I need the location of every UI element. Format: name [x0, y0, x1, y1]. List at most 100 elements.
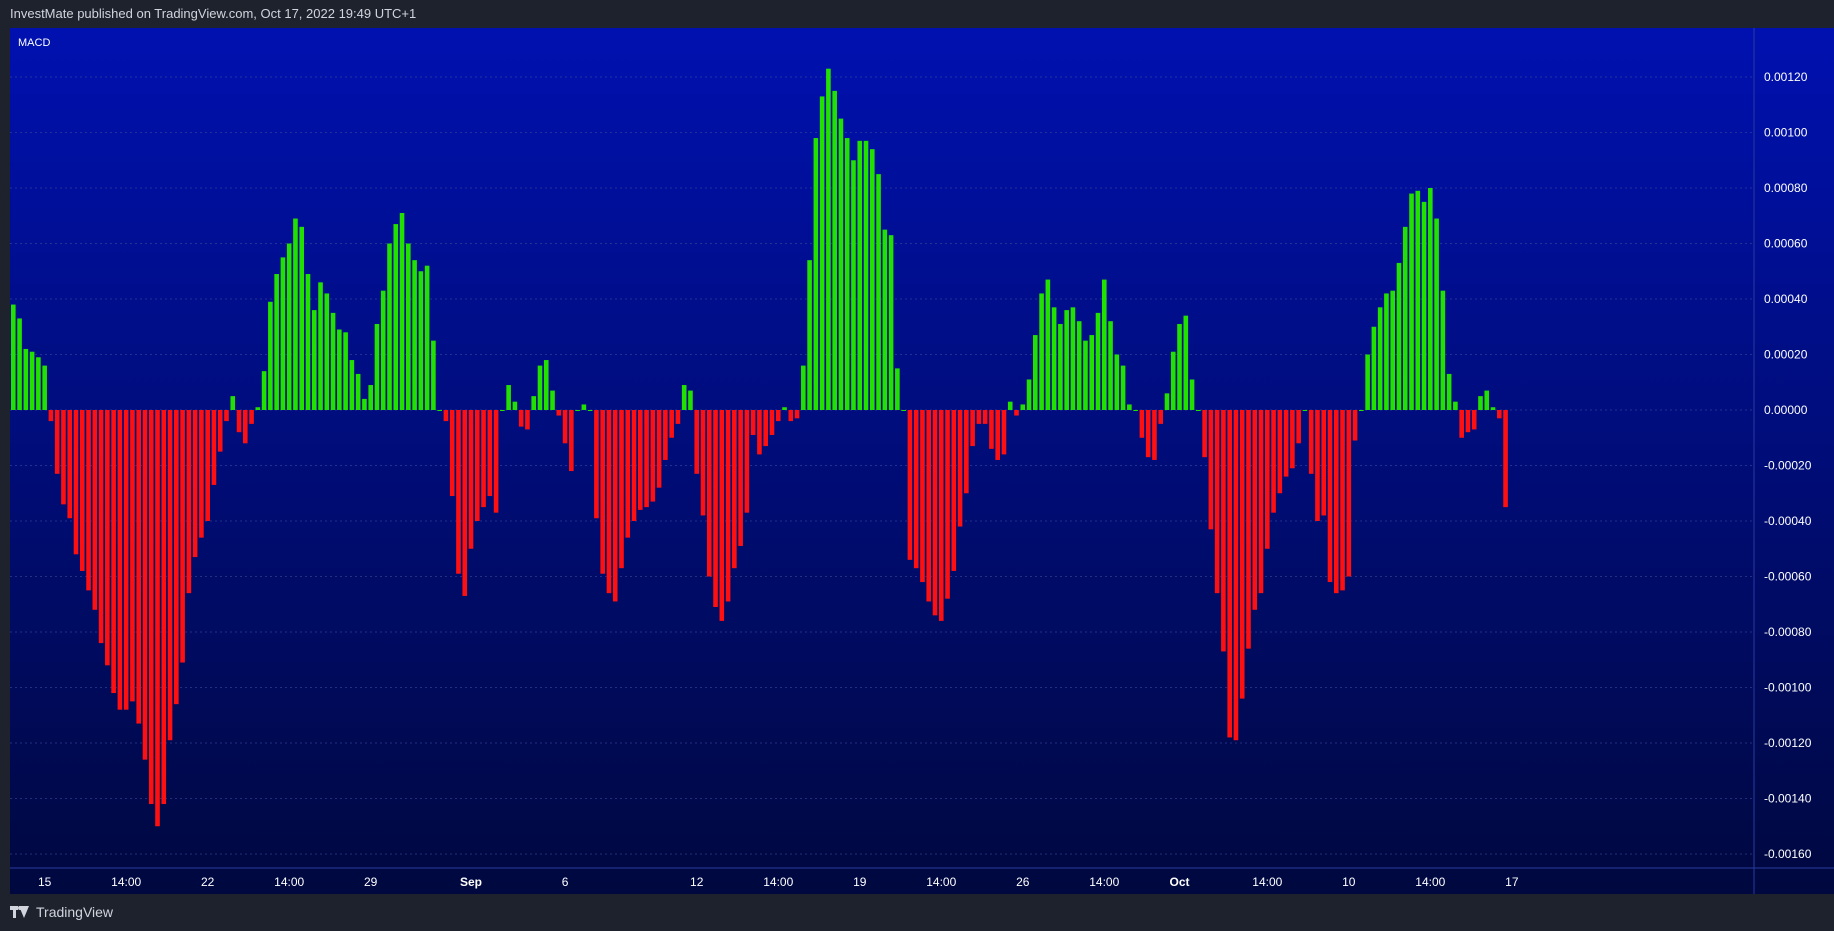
histogram-bar[interactable] [750, 410, 756, 435]
histogram-bar[interactable] [349, 360, 355, 410]
histogram-bar[interactable] [67, 410, 73, 519]
histogram-bar[interactable] [474, 410, 480, 521]
histogram-bar[interactable] [1189, 379, 1195, 410]
histogram-bar[interactable] [525, 410, 530, 430]
histogram-bar[interactable] [1214, 410, 1220, 594]
histogram-bar[interactable] [907, 410, 913, 560]
histogram-bar[interactable] [1296, 410, 1301, 444]
histogram-bar[interactable] [600, 410, 605, 574]
histogram-bar[interactable] [1152, 410, 1157, 460]
histogram-bar[interactable] [393, 224, 399, 410]
histogram-bar[interactable] [1252, 410, 1258, 610]
histogram-bar[interactable] [813, 138, 819, 411]
histogram-bar[interactable] [462, 410, 468, 596]
histogram-bar[interactable] [744, 410, 750, 513]
histogram-bar[interactable] [249, 410, 254, 424]
histogram-bar[interactable] [569, 410, 574, 472]
histogram-bar[interactable] [1246, 410, 1251, 649]
histogram-bar[interactable] [1014, 410, 1019, 416]
histogram-bar[interactable] [211, 410, 217, 485]
histogram-bar[interactable] [612, 410, 618, 602]
histogram-bar[interactable] [1045, 279, 1051, 410]
histogram-bar[interactable] [61, 410, 66, 505]
histogram-bar[interactable] [1164, 393, 1170, 410]
histogram-bar[interactable] [738, 410, 743, 546]
histogram-bar[interactable] [775, 410, 781, 422]
histogram-bar[interactable] [857, 140, 863, 410]
histogram-bar[interactable] [117, 410, 123, 710]
histogram-bar[interactable] [1177, 323, 1182, 410]
histogram-bar[interactable] [1239, 410, 1245, 699]
histogram-bar[interactable] [23, 348, 29, 410]
histogram-bar[interactable] [280, 257, 286, 410]
histogram-bar[interactable] [1290, 410, 1295, 469]
tradingview-logo[interactable]: TradingView [10, 904, 113, 920]
histogram-bar[interactable] [945, 410, 950, 599]
histogram-bar[interactable] [286, 243, 292, 411]
histogram-bar[interactable] [581, 404, 587, 410]
histogram-bar[interactable] [468, 410, 474, 549]
histogram-bar[interactable] [1271, 410, 1276, 513]
histogram-bar[interactable] [230, 396, 236, 410]
histogram-bar[interactable] [130, 410, 135, 702]
histogram-bar[interactable] [500, 410, 505, 411]
histogram-bar[interactable] [838, 118, 844, 410]
histogram-bar[interactable] [1208, 410, 1214, 530]
histogram-bar[interactable] [989, 410, 994, 449]
histogram-bar[interactable] [305, 274, 311, 410]
histogram-bar[interactable] [694, 410, 700, 474]
histogram-bar[interactable] [1221, 410, 1226, 652]
histogram-bar[interactable] [556, 410, 562, 416]
histogram-bar[interactable] [161, 410, 167, 805]
histogram-bar[interactable] [606, 410, 612, 594]
histogram-bar[interactable] [619, 410, 624, 569]
histogram-bar[interactable] [1402, 226, 1408, 410]
histogram-bar[interactable] [418, 271, 424, 410]
histogram-bar[interactable] [1340, 410, 1345, 591]
histogram-bar[interactable] [1302, 410, 1308, 411]
histogram-bar[interactable] [98, 410, 104, 644]
histogram-bar[interactable] [142, 410, 148, 760]
histogram-bar[interactable] [863, 140, 869, 410]
histogram-bar[interactable] [374, 323, 380, 410]
histogram-bar[interactable] [155, 410, 160, 827]
histogram-bar[interactable] [368, 385, 373, 410]
histogram-bar[interactable] [192, 410, 198, 558]
histogram-bar[interactable] [851, 160, 856, 410]
histogram-bar[interactable] [757, 410, 762, 455]
histogram-bar[interactable] [217, 410, 223, 452]
histogram-bar[interactable] [1396, 262, 1402, 410]
histogram-bar[interactable] [330, 312, 336, 410]
histogram-bar[interactable] [123, 410, 129, 710]
histogram-bar[interactable] [1133, 410, 1138, 411]
macd-chart[interactable]: 0.00120 0.00100 0.00080 0.00060 0.00040 0.000… [0, 0, 1834, 894]
histogram-bar[interactable] [443, 410, 449, 422]
histogram-bar[interactable] [932, 410, 938, 616]
histogram-bar[interactable] [1101, 279, 1107, 410]
histogram-bar[interactable] [1039, 293, 1044, 410]
histogram-bar[interactable] [1145, 410, 1151, 458]
histogram-bar[interactable] [205, 410, 210, 521]
histogram-bar[interactable] [700, 410, 706, 516]
histogram-bar[interactable] [1120, 365, 1126, 410]
histogram-bar[interactable] [1070, 307, 1076, 410]
histogram-bar[interactable] [537, 365, 543, 410]
histogram-bar[interactable] [706, 410, 712, 577]
histogram-bar[interactable] [531, 396, 537, 410]
histogram-bar[interactable] [493, 410, 499, 513]
histogram-bar[interactable] [17, 318, 22, 410]
histogram-bar[interactable] [681, 385, 687, 410]
histogram-bar[interactable] [1434, 218, 1439, 410]
histogram-bar[interactable] [1321, 410, 1327, 516]
histogram-bar[interactable] [1459, 410, 1464, 438]
histogram-bar[interactable] [1020, 404, 1026, 410]
histogram-bar[interactable] [343, 332, 348, 410]
histogram-bar[interactable] [481, 410, 486, 508]
histogram-bar[interactable] [638, 410, 643, 510]
histogram-bar[interactable] [42, 365, 47, 410]
histogram-bar[interactable] [1076, 321, 1082, 410]
histogram-bar[interactable] [587, 410, 593, 411]
histogram-bar[interactable] [79, 410, 85, 571]
histogram-bar[interactable] [412, 260, 417, 410]
histogram-bar[interactable] [399, 212, 405, 410]
